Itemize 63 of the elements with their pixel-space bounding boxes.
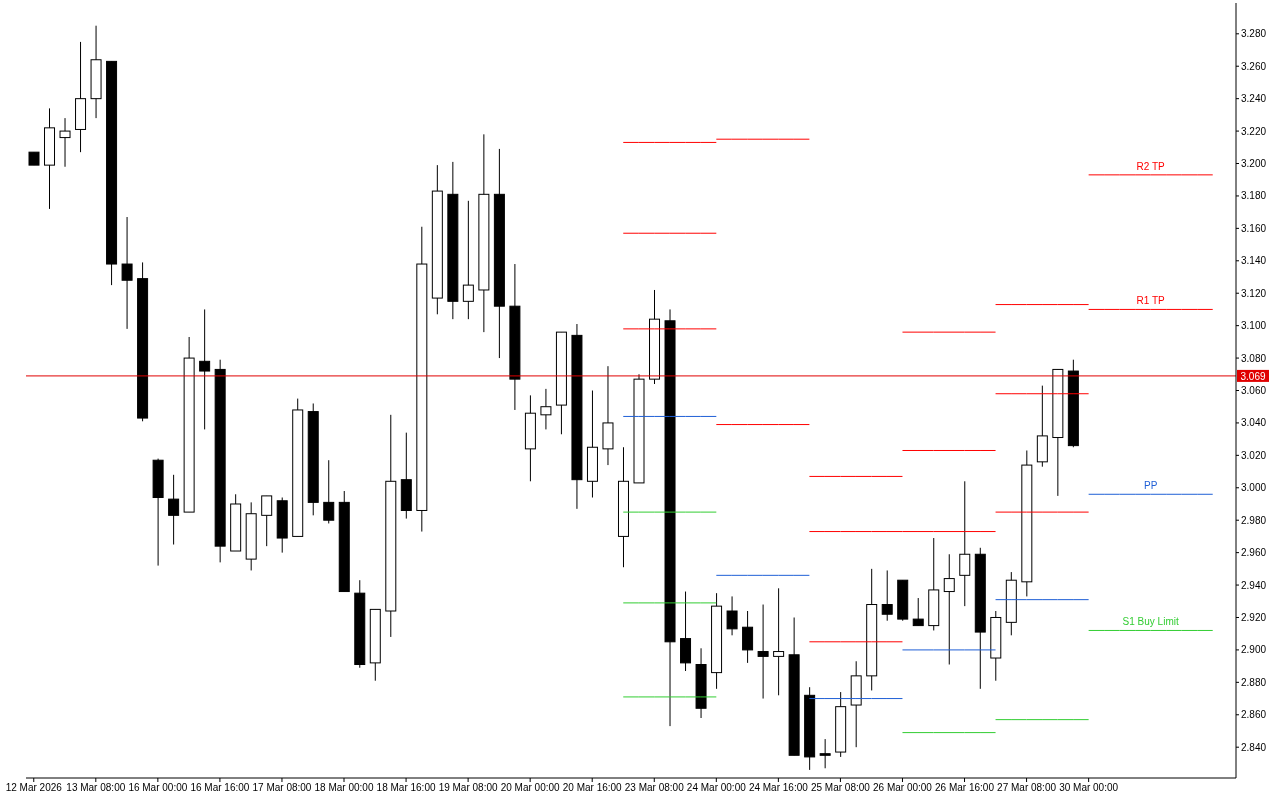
y-tick-label: 3.180 xyxy=(1241,190,1267,202)
x-tick-label: 18 Mar 16:00 xyxy=(376,782,436,793)
y-tick-label: 2.980 xyxy=(1241,514,1267,526)
candlestick xyxy=(726,595,738,636)
candlestick xyxy=(757,604,769,700)
x-tick-label: 23 Mar 08:00 xyxy=(624,782,685,793)
y-tick-label: 3.140 xyxy=(1241,255,1267,267)
series-label: R2 TP xyxy=(1136,160,1166,172)
y-tick-label: 2.920 xyxy=(1241,612,1267,624)
y-tick-label: 3.240 xyxy=(1241,93,1267,105)
x-tick-label: 16 Mar 00:00 xyxy=(128,782,188,793)
candlestick xyxy=(168,474,180,546)
y-tick-label: 3.100 xyxy=(1241,320,1267,332)
candlestick xyxy=(462,200,474,320)
x-tick-label: 19 Mar 08:00 xyxy=(438,782,499,793)
x-tick-label: 12 Mar 2026 xyxy=(5,782,63,793)
y-tick-label: 2.880 xyxy=(1241,676,1267,688)
y-tick-label: 2.860 xyxy=(1241,709,1267,721)
candlestick xyxy=(881,569,893,622)
y-tick-label: 3.160 xyxy=(1241,222,1267,234)
y-tick-label: 3.040 xyxy=(1241,417,1267,429)
x-tick-label: 26 Mar 16:00 xyxy=(935,782,995,793)
x-tick-label: 25 Mar 08:00 xyxy=(810,782,871,793)
series-label: PP xyxy=(1144,480,1158,492)
y-tick-label: 3.280 xyxy=(1241,28,1267,40)
ref-line-label: 3.069 xyxy=(1240,370,1266,382)
x-tick-label: 18 Mar 00:00 xyxy=(314,782,374,793)
series-label: R1 TP xyxy=(1136,295,1166,307)
y-tick-label: 2.940 xyxy=(1241,579,1267,591)
candlestick xyxy=(773,587,785,696)
y-tick-label: 3.220 xyxy=(1241,125,1267,137)
x-tick-label: 20 Mar 16:00 xyxy=(562,782,623,793)
candlestick xyxy=(121,216,133,330)
candlestick xyxy=(59,117,71,168)
x-tick-label: 26 Mar 00:00 xyxy=(873,782,933,793)
candlestick xyxy=(540,388,552,430)
candlestick xyxy=(323,459,335,524)
x-tick-label: 30 Mar 00:00 xyxy=(1059,782,1119,793)
y-tick-label: 2.960 xyxy=(1241,547,1267,559)
y-tick-label: 2.900 xyxy=(1241,644,1267,656)
y-tick-label: 2.840 xyxy=(1241,741,1267,753)
candlestick xyxy=(943,553,955,666)
candlestick xyxy=(261,495,273,547)
candlestick xyxy=(742,610,754,664)
y-tick-label: 3.200 xyxy=(1241,158,1267,170)
x-tick-label: 24 Mar 16:00 xyxy=(748,782,809,793)
x-tick-label: 17 Mar 08:00 xyxy=(252,782,312,793)
y-tick-label: 3.260 xyxy=(1241,60,1267,72)
y-tick-label: 3.020 xyxy=(1241,449,1267,461)
x-tick-label: 27 Mar 08:00 xyxy=(997,782,1057,793)
y-tick-label: 3.060 xyxy=(1241,385,1267,397)
x-tick-label: 13 Mar 08:00 xyxy=(66,782,126,793)
series-label: S1 Buy Limit xyxy=(1122,616,1179,628)
y-tick-label: 3.080 xyxy=(1241,352,1267,364)
candlestick xyxy=(199,308,211,430)
x-tick-label: 16 Mar 16:00 xyxy=(190,782,250,793)
candlestick xyxy=(959,480,971,607)
candlestick xyxy=(819,738,831,769)
y-tick-label: 3.000 xyxy=(1241,482,1267,494)
x-tick-label: 20 Mar 00:00 xyxy=(500,782,561,793)
candlestick xyxy=(912,597,924,627)
y-tick-label: 3.120 xyxy=(1241,287,1267,299)
x-tick-label: 24 Mar 00:00 xyxy=(686,782,747,793)
